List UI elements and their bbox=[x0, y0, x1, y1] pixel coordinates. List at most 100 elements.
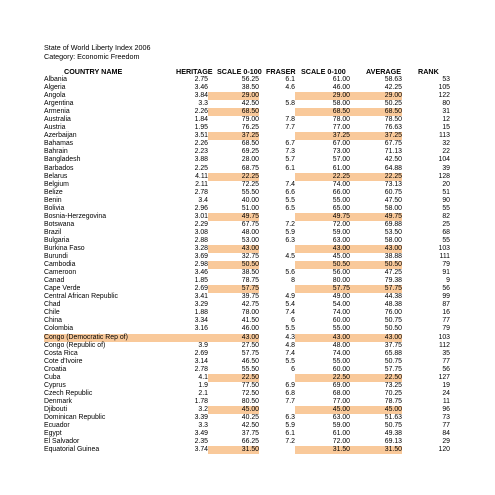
cell-country: Cape Verde bbox=[44, 285, 81, 293]
cell-fraser bbox=[259, 446, 295, 454]
cell-fraser: 5.4 bbox=[285, 301, 295, 309]
table-row: Australia 1.84 79.00 7.8 78.00 78.50 12 bbox=[44, 116, 456, 124]
table-row: China 3.34 41.50 6 60.00 50.75 77 bbox=[44, 317, 456, 325]
cell-scale-2: 65.00 bbox=[332, 204, 350, 212]
cell-heritage: 4.11 bbox=[195, 172, 208, 180]
table-row: Bulgaria 2.88 53.00 6.3 63.00 58.00 55 bbox=[44, 237, 456, 245]
cell-rank: 87 bbox=[442, 301, 450, 309]
cell-average: 50.25 bbox=[384, 100, 402, 108]
cell-average: 50.75 bbox=[384, 357, 402, 365]
cell-scale-2: 59.00 bbox=[332, 422, 350, 430]
cell-fraser bbox=[259, 173, 295, 181]
cell-scale-2: 54.00 bbox=[332, 301, 350, 309]
cell-scale-1: 66.25 bbox=[241, 438, 259, 446]
cell-rank: 79 bbox=[442, 261, 450, 269]
cell-scale-2: 61.00 bbox=[332, 430, 350, 438]
row-highlight bbox=[44, 333, 259, 342]
cell-fraser: 7.2 bbox=[285, 220, 295, 228]
cell-heritage bbox=[176, 334, 208, 342]
table-row: Czech Republic 2.1 72.50 6.8 68.00 70.25 24 bbox=[44, 390, 456, 398]
cell-scale-2: 37.25 bbox=[295, 132, 350, 141]
cell-average: 76.63 bbox=[384, 124, 402, 132]
table-header: COUNTRY NAME HERITAGE SCALE 0-100 FRASER… bbox=[44, 67, 456, 76]
cell-heritage: 3.84 bbox=[194, 92, 208, 100]
table-row: Cambodia 2.98 50.50 50.50 50.50 79 bbox=[44, 261, 456, 270]
cell-rank: 105 bbox=[438, 84, 451, 92]
cell-average: 45.00 bbox=[350, 405, 402, 414]
cell-country: Cuba bbox=[44, 373, 61, 381]
cell-heritage: 2.35 bbox=[194, 438, 208, 446]
cell-heritage: 3.39 bbox=[194, 413, 208, 421]
cell-country: Canad bbox=[44, 277, 65, 285]
cell-scale-2: 45.00 bbox=[332, 253, 350, 261]
cell-heritage: 1.95 bbox=[194, 124, 208, 132]
cell-rank: 128 bbox=[438, 172, 451, 180]
cell-rank: 55 bbox=[442, 204, 450, 212]
cell-country: Australia bbox=[44, 116, 71, 124]
cell-fraser: 4.8 bbox=[285, 341, 295, 349]
cell-heritage: 3.08 bbox=[194, 228, 208, 236]
cell-rank: 77 bbox=[442, 357, 450, 365]
table-row: Burkina Faso 3.28 43.00 43.00 43.00 103 bbox=[44, 244, 456, 254]
cell-average: 60.75 bbox=[384, 188, 402, 196]
cell-scale-2: 80.00 bbox=[332, 277, 350, 285]
cell-rank: 51 bbox=[442, 188, 450, 196]
cell-fraser: 7.7 bbox=[285, 124, 295, 132]
cell-average: 22.25 bbox=[350, 172, 402, 181]
cell-scale-2: 73.00 bbox=[332, 148, 350, 156]
table-row: Chile 1.88 78.00 7.4 74.00 76.00 16 bbox=[44, 309, 456, 317]
cell-country: Dominican Republic bbox=[44, 413, 106, 421]
cell-scale-2: 77.00 bbox=[332, 124, 350, 132]
cell-country: Belarus bbox=[44, 172, 68, 180]
table-row: Congo (Democratic Rep of) 43.00 4.3 43.00 43… bbox=[44, 333, 456, 342]
cell-scale-2: 57.00 bbox=[332, 156, 350, 164]
table-row: Cameroon 3.46 38.50 5.6 56.00 47.25 91 bbox=[44, 269, 456, 277]
cell-country: Chile bbox=[44, 309, 60, 317]
cell-rank: 127 bbox=[438, 373, 451, 381]
cell-fraser: 6.3 bbox=[285, 236, 295, 244]
cell-scale-1: 40.25 bbox=[241, 413, 259, 421]
cell-scale-1: 72.50 bbox=[241, 389, 259, 397]
cell-average: 48.38 bbox=[384, 301, 402, 309]
cell-average: 47.50 bbox=[384, 196, 402, 204]
cell-scale-2: 55.00 bbox=[332, 325, 350, 333]
cell-rank: 25 bbox=[442, 220, 450, 228]
table-row: El Salvador 2.35 66.25 7.2 72.00 69.13 29 bbox=[44, 438, 456, 446]
cell-heritage: 2.25 bbox=[194, 164, 208, 172]
cell-scale-2: 66.00 bbox=[332, 188, 350, 196]
cell-scale-1: 72.25 bbox=[241, 180, 259, 188]
cell-average: 49.38 bbox=[384, 430, 402, 438]
table-row: Belize 2.78 55.50 6.6 66.00 60.75 51 bbox=[44, 189, 456, 197]
table-row: Cote d'Ivoire 3.14 46.50 5.5 55.00 50.75 77 bbox=[44, 358, 456, 366]
table-row: Albania 2.75 56.25 6.1 61.00 58.63 53 bbox=[44, 76, 456, 84]
cell-scale-2: 67.00 bbox=[332, 140, 350, 148]
cell-average: 22.50 bbox=[350, 373, 402, 382]
cell-country: Bulgaria bbox=[44, 236, 70, 244]
cell-rank: 103 bbox=[438, 333, 451, 341]
cell-heritage: 3.74 bbox=[194, 446, 208, 454]
cell-heritage: 1.85 bbox=[194, 277, 208, 285]
cell-heritage: 1.84 bbox=[194, 116, 208, 124]
cell-average: 65.88 bbox=[384, 349, 402, 357]
cell-country: Congo (Republic of) bbox=[44, 341, 106, 349]
cell-scale-2: 22.25 bbox=[295, 172, 350, 181]
cell-country: Armenia bbox=[44, 108, 70, 116]
cell-average: 58.63 bbox=[384, 76, 402, 83]
cell-fraser: 7.4 bbox=[285, 349, 295, 357]
cell-country: Algeria bbox=[44, 84, 66, 92]
table-row: Chad 3.29 42.75 5.4 54.00 48.38 87 bbox=[44, 301, 456, 309]
cell-scale-1: 38.50 bbox=[241, 84, 259, 92]
cell-rank: 122 bbox=[438, 92, 451, 100]
cell-fraser: 5.7 bbox=[285, 156, 295, 164]
cell-heritage: 2.98 bbox=[194, 261, 208, 269]
cell-average: 71.13 bbox=[384, 148, 402, 156]
table-row: Central African Republic 3.41 39.75 4.9 49.0… bbox=[44, 293, 456, 301]
cell-scale-2: 63.00 bbox=[332, 413, 350, 421]
cell-fraser: 7.4 bbox=[285, 309, 295, 317]
cell-country: Angola bbox=[44, 92, 66, 100]
cell-rank: 96 bbox=[442, 405, 450, 413]
table-row: Bahrain 2.23 69.25 7.3 73.00 71.13 22 bbox=[44, 148, 456, 156]
cell-scale-2: 56.00 bbox=[332, 269, 350, 277]
cell-scale-2: 49.75 bbox=[295, 212, 350, 221]
cell-scale-1: 51.00 bbox=[241, 204, 259, 212]
